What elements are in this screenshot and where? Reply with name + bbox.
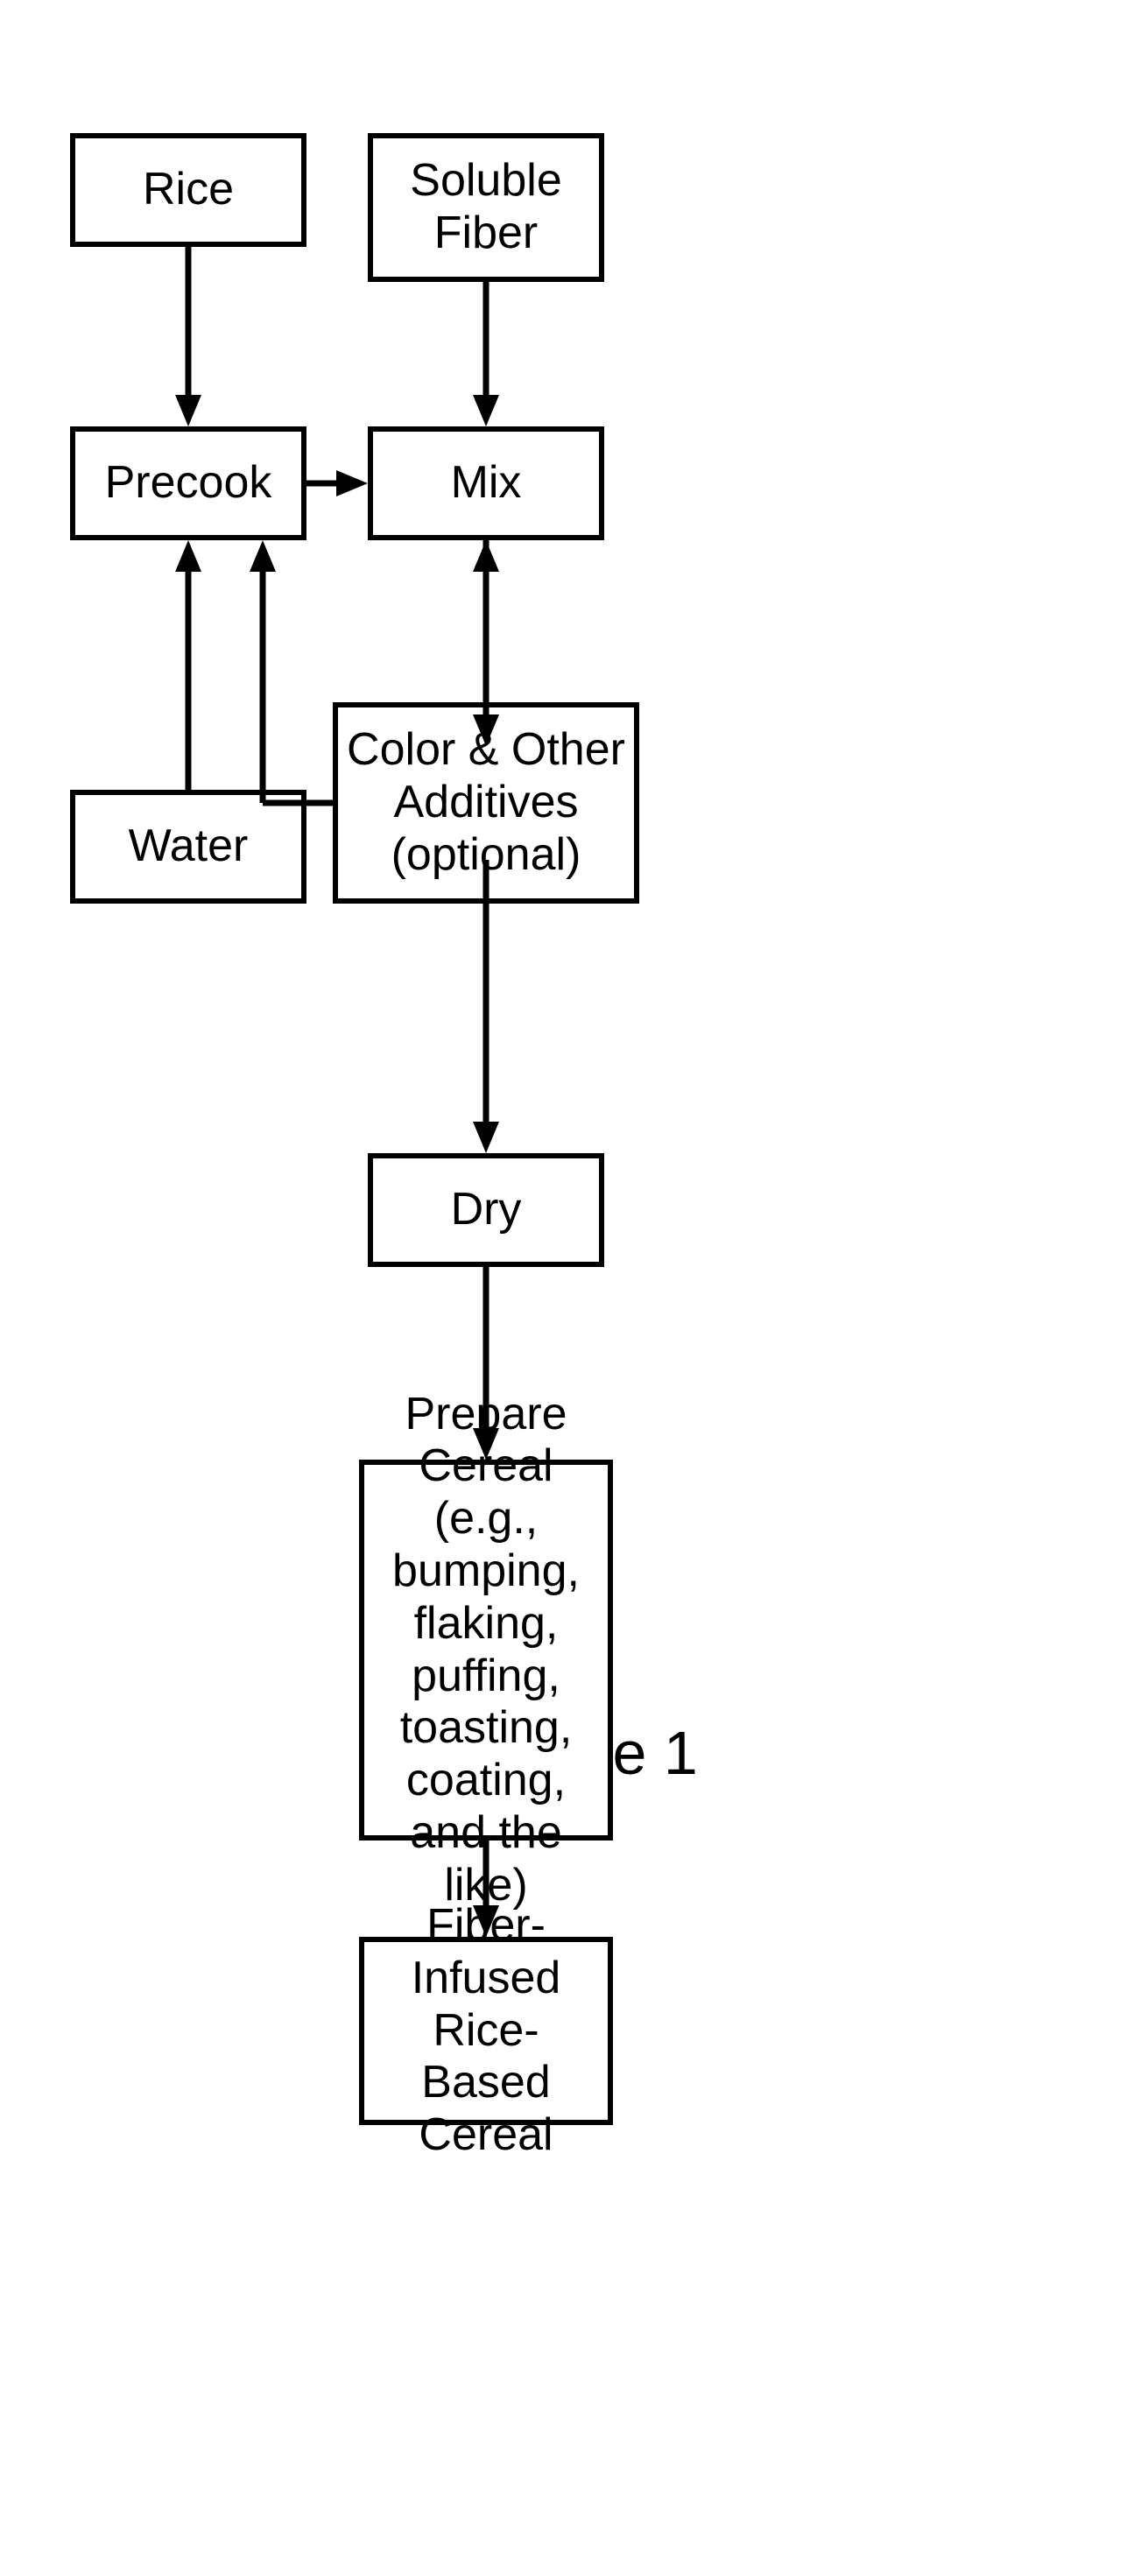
node-soluble: SolubleFiber (368, 133, 604, 282)
node-dry-label: Dry (451, 1184, 522, 1236)
arrows-layer (0, 0, 1141, 2576)
node-rice: Rice (70, 133, 306, 247)
node-output: Fiber-Infused Rice-Based Cereal (359, 1937, 613, 2125)
node-soluble-label: SolubleFiber (410, 155, 561, 260)
node-dry: Dry (368, 1153, 604, 1267)
node-water-label: Water (129, 820, 249, 873)
node-precook-label: Precook (105, 457, 272, 510)
node-additives: Color & Other Additives (optional) (333, 702, 639, 904)
node-additives-label: Color & Other Additives (optional) (345, 724, 627, 881)
node-output-label: Fiber-Infused Rice-Based Cereal (371, 1900, 601, 2162)
node-prepare-label: Prepare Cereal (e.g., bumping, flaking, … (371, 1389, 601, 1912)
node-prepare: Prepare Cereal (e.g., bumping, flaking, … (359, 1460, 613, 1841)
node-mix: Mix (368, 426, 604, 540)
node-rice-label: Rice (143, 164, 234, 216)
node-mix-label: Mix (451, 457, 522, 510)
node-water: Water (70, 790, 306, 904)
node-precook: Precook (70, 426, 306, 540)
